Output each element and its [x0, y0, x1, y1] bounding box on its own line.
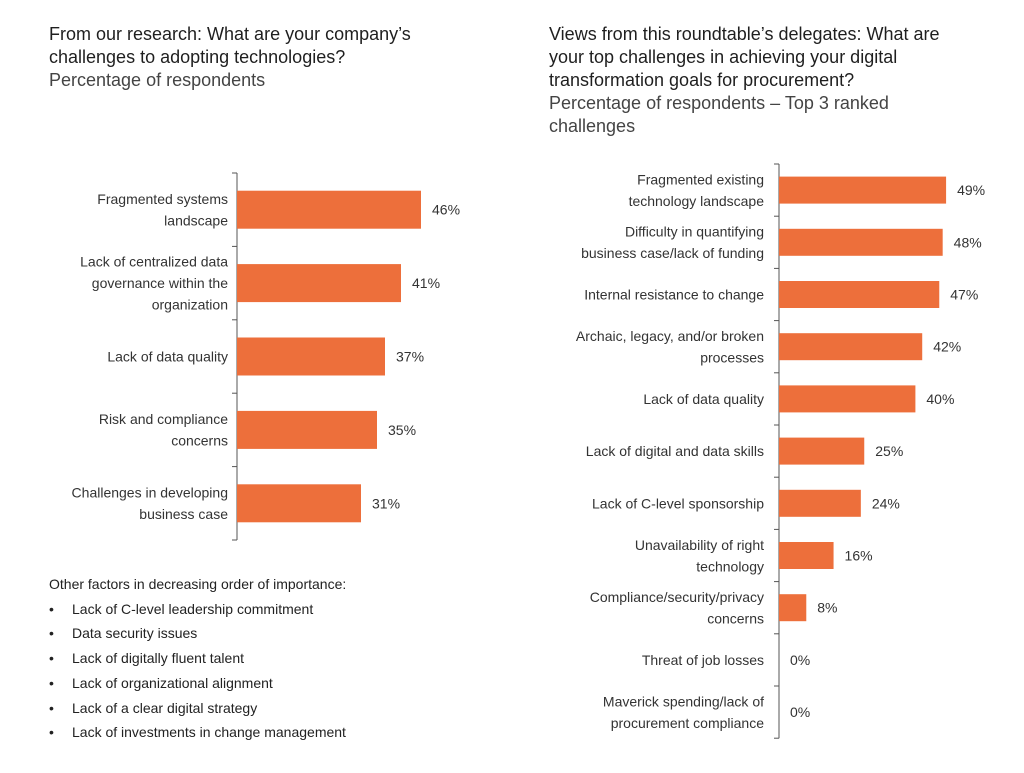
other-factor-item: Lack of C-level leadership commitment	[49, 597, 469, 622]
right-bar	[779, 176, 947, 204]
right-chart-question: Views from this roundtable’s delegates: …	[549, 24, 940, 90]
left-category-label: Challenges in developing business case	[72, 485, 229, 523]
left-category-label: Risk and compliance concerns	[99, 411, 228, 449]
right-bar	[779, 594, 807, 622]
right-bar	[779, 281, 940, 308]
left-chart-title-block: From our research: What are your company…	[49, 23, 479, 92]
left-category-label: Lack of data quality	[107, 349, 228, 365]
right-value-label: 16%	[845, 548, 873, 564]
left-category-label: Lack of centralized data governance withi…	[80, 254, 228, 313]
left-category-label: Fragmented systems landscape	[97, 191, 228, 229]
left-chart-subtitle: Percentage of respondents	[49, 70, 266, 90]
right-category-label: Lack of data quality	[643, 391, 764, 407]
right-chart-subtitle: Percentage of respondents – Top 3 ranked…	[549, 93, 889, 136]
right-value-label: 8%	[817, 600, 837, 616]
right-value-label: 0%	[790, 652, 810, 668]
right-value-label: 49%	[957, 182, 985, 198]
left-value-label: 41%	[412, 275, 440, 291]
right-category-label: Maverick spending/lack of procurement com…	[603, 693, 764, 731]
right-category-label: Lack of digital and data skills	[586, 443, 764, 459]
right-bar	[779, 542, 834, 569]
right-bar	[779, 385, 916, 413]
left-bar-chart: 46% Fragmented systems landscape 41% Lack of…	[72, 172, 460, 541]
right-value-label: 47%	[950, 287, 978, 303]
right-category-label: Unavailability of right technology	[635, 537, 764, 575]
right-value-label: 24%	[872, 495, 900, 511]
left-bar	[237, 264, 401, 303]
right-value-label: 25%	[875, 443, 903, 459]
left-value-label: 35%	[388, 422, 416, 438]
other-factors-list: Lack of C-level leadership commitment Da…	[49, 597, 469, 745]
right-value-label: 48%	[954, 234, 982, 250]
other-factors-heading: Other factors in decreasing order of imp…	[49, 576, 347, 592]
other-factors: Other factors in decreasing order of imp…	[49, 572, 469, 745]
left-value-label: 37%	[396, 349, 424, 365]
right-category-label: Archaic, legacy, and/or broken processes	[576, 328, 764, 366]
right-value-label: 40%	[926, 391, 954, 407]
left-bar	[237, 337, 385, 376]
other-factor-item: Data security issues	[49, 621, 469, 646]
right-chart-title-block: Views from this roundtable’s delegates: …	[549, 23, 969, 138]
left-bar	[237, 484, 361, 523]
right-category-label: Compliance/security/privacy concerns	[590, 589, 764, 627]
right-bar	[779, 489, 861, 517]
right-category-label: Threat of job losses	[642, 652, 764, 668]
other-factor-item: Lack of digitally fluent talent	[49, 646, 469, 671]
right-bar	[779, 228, 943, 256]
right-category-label: Lack of C-level sponsorship	[592, 495, 764, 511]
left-chart-question: From our research: What are your company…	[49, 24, 411, 67]
right-category-label: Difficulty in quantifying business case/l…	[581, 224, 764, 261]
right-bar	[779, 333, 923, 361]
right-value-label: 0%	[790, 704, 810, 720]
left-bar	[237, 410, 377, 449]
other-factor-item: Lack of investments in change management	[49, 720, 469, 745]
right-category-label: Internal resistance to change	[584, 287, 764, 303]
other-factor-item: Lack of a clear digital strategy	[49, 696, 469, 721]
right-category-label: Fragmented existing technology landscape	[629, 171, 765, 209]
left-value-label: 31%	[372, 495, 400, 511]
right-value-label: 42%	[933, 339, 961, 355]
right-bar	[779, 437, 865, 465]
left-value-label: 46%	[432, 202, 460, 218]
left-bar	[237, 190, 421, 229]
other-factor-item: Lack of organizational alignment	[49, 671, 469, 696]
